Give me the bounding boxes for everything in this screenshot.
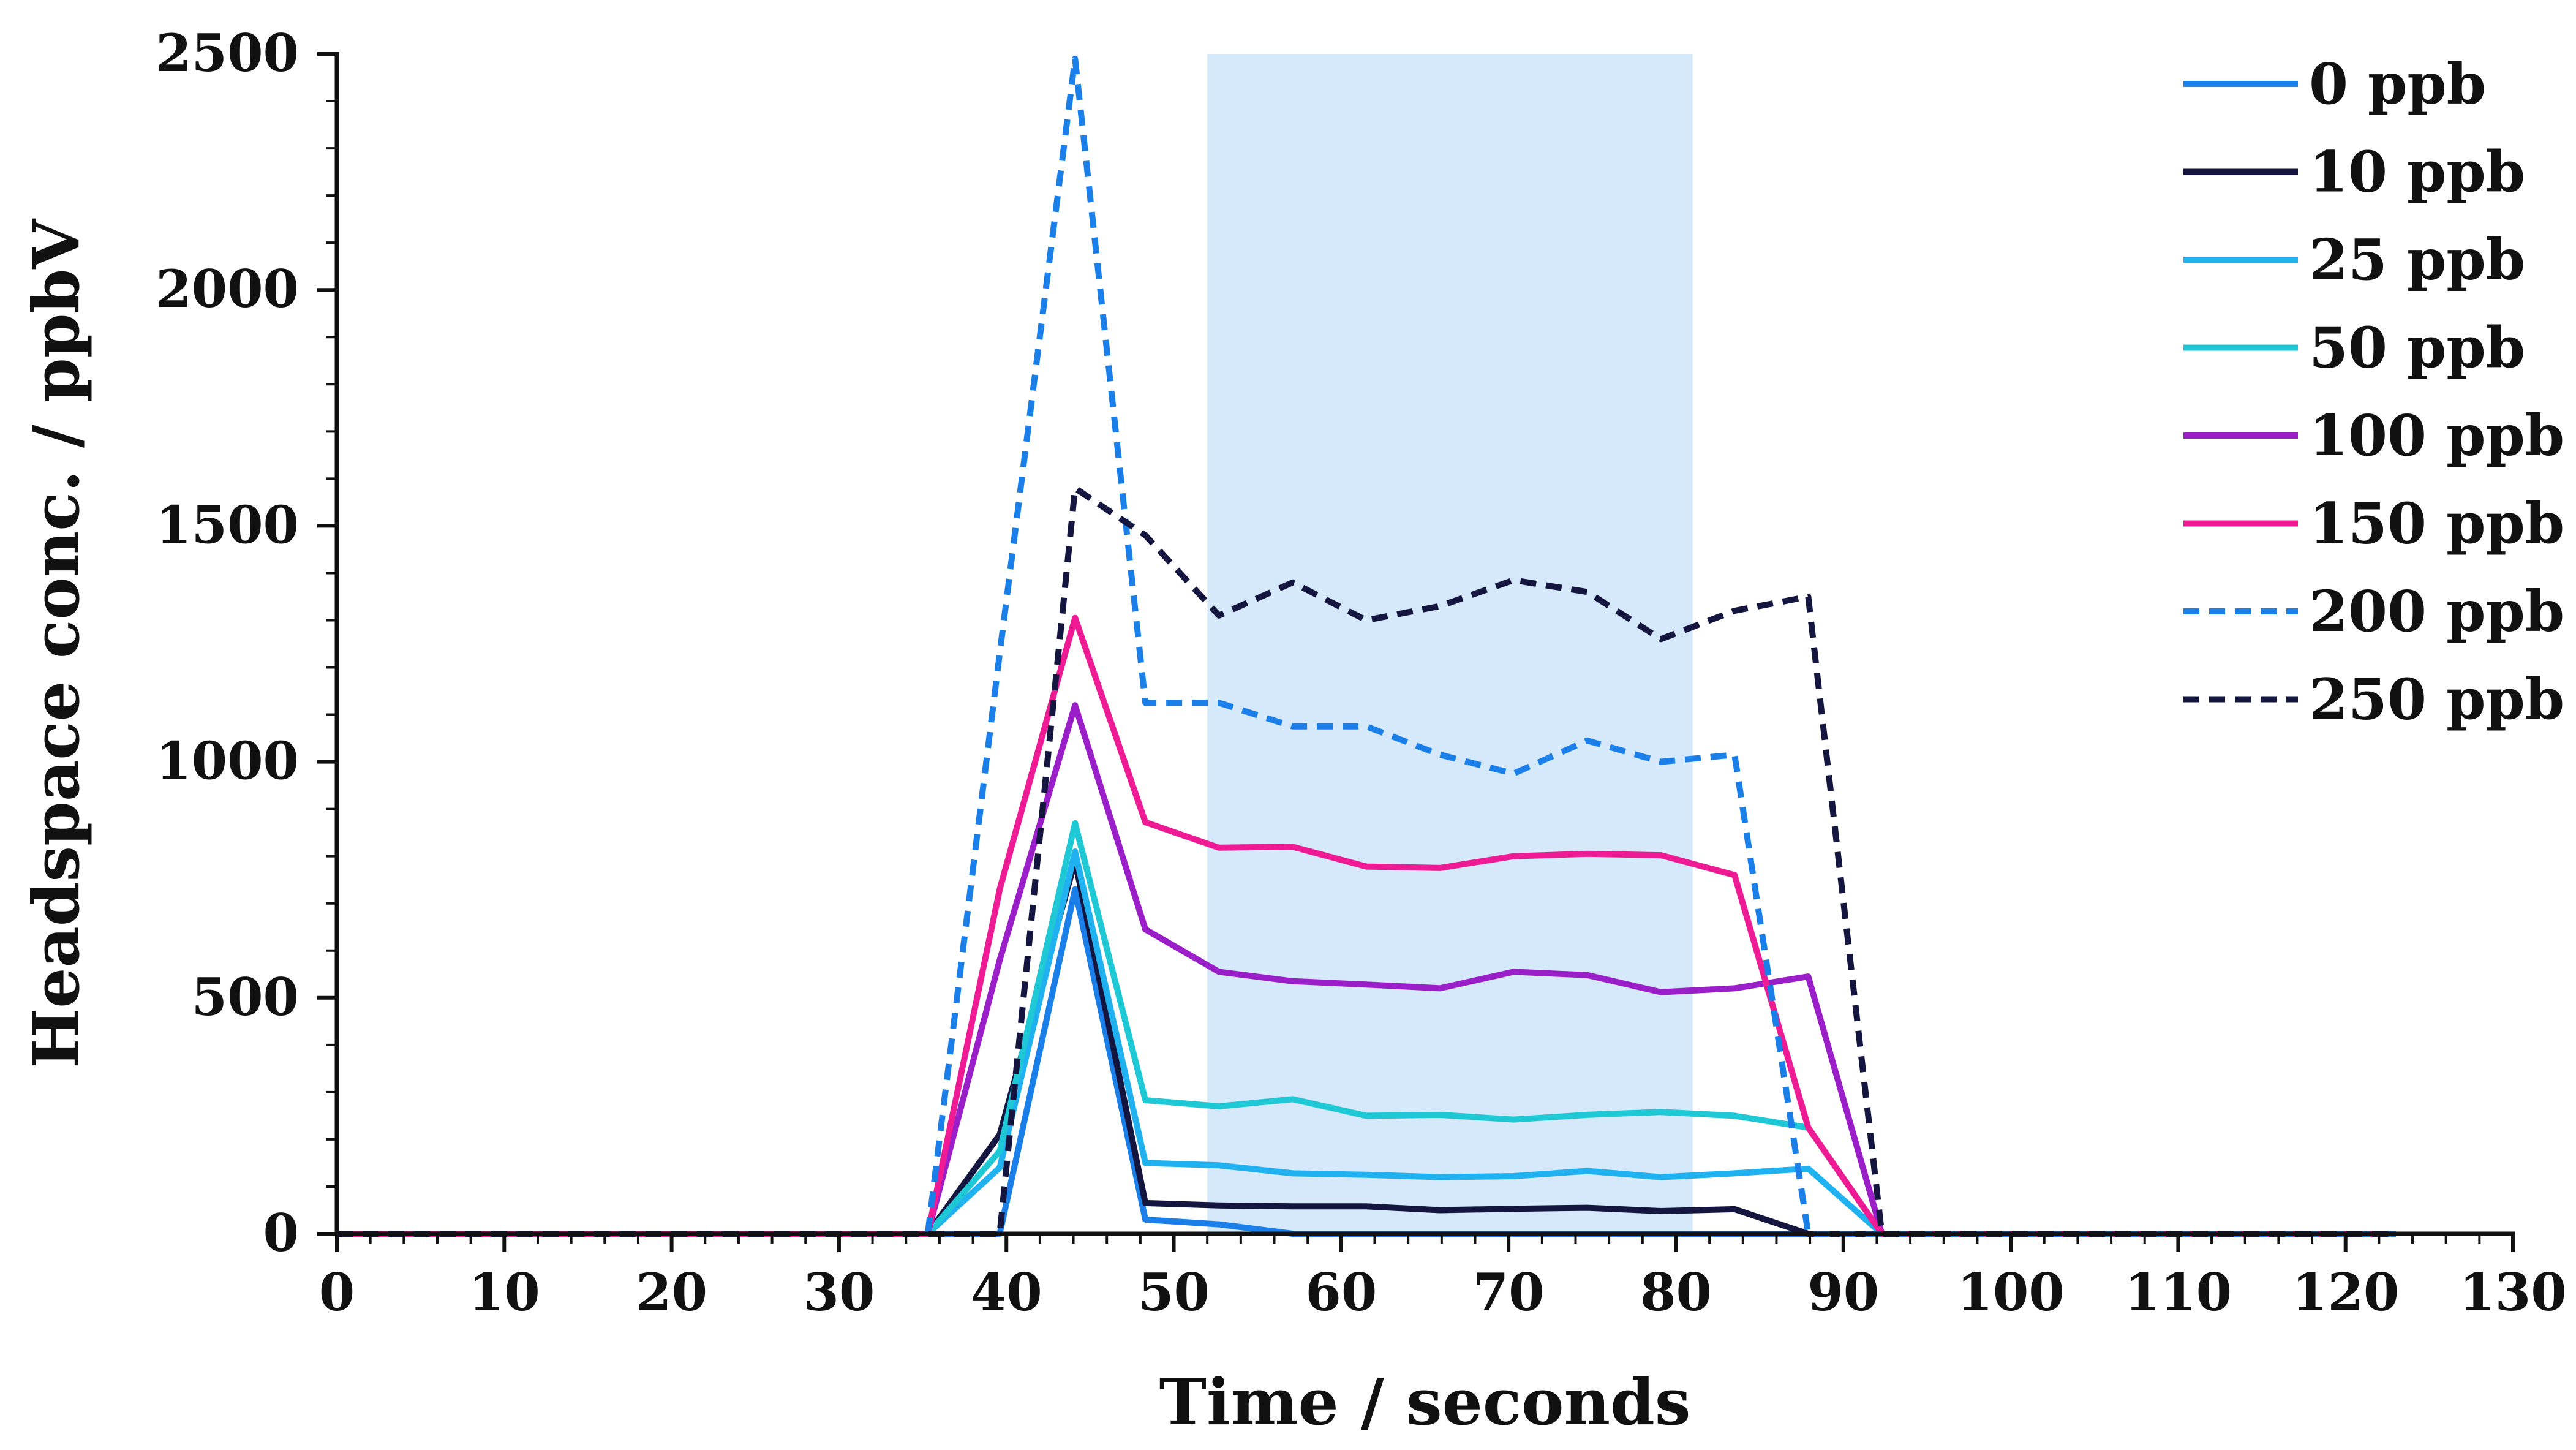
legend-item: 0 ppb xyxy=(2183,51,2486,117)
legend-item: 10 ppb xyxy=(2183,139,2525,205)
legend-item: 150 ppb xyxy=(2183,491,2564,557)
legend-item: 100 ppb xyxy=(2183,402,2564,469)
y-axis-title: Headspace conc. / ppbV xyxy=(18,218,94,1068)
shaded-region xyxy=(1207,54,1693,1234)
legend-label: 150 ppb xyxy=(2309,491,2564,557)
x-tick-label: 10 xyxy=(469,1262,540,1323)
x-tick-label: 100 xyxy=(1957,1262,2064,1323)
legend-label: 100 ppb xyxy=(2309,402,2564,469)
y-tick-label: 1000 xyxy=(156,731,299,791)
x-tick-label: 90 xyxy=(1807,1262,1879,1323)
legend-item: 200 ppb xyxy=(2183,578,2564,644)
y-tick-label: 500 xyxy=(192,967,299,1027)
legend-label: 200 ppb xyxy=(2309,578,2564,644)
x-tick-label: 40 xyxy=(971,1262,1042,1323)
legend-label: 25 ppb xyxy=(2309,227,2525,293)
x-tick-label: 80 xyxy=(1640,1262,1712,1323)
legend-item: 250 ppb xyxy=(2183,666,2564,733)
x-tick-label: 70 xyxy=(1473,1262,1545,1323)
x-tick-label: 50 xyxy=(1138,1262,1210,1323)
legend: 0 ppb 10 ppb 25 ppb 50 ppb 100 ppb 150 ppb 200… xyxy=(2183,51,2564,733)
x-tick-label: 60 xyxy=(1305,1262,1377,1323)
legend-label: 50 ppb xyxy=(2309,315,2525,381)
x-ticks: 0 10 20 30 40 50 60 70 80 90 100 110 120 130 xyxy=(319,1234,2567,1323)
y-tick-label: 0 xyxy=(263,1203,299,1263)
x-tick-label: 30 xyxy=(803,1262,875,1323)
legend-label: 10 ppb xyxy=(2309,139,2525,205)
x-tick-label: 110 xyxy=(2125,1262,2232,1323)
x-tick-label: 120 xyxy=(2292,1262,2399,1323)
x-tick-label: 20 xyxy=(636,1262,707,1323)
legend-label: 250 ppb xyxy=(2309,666,2564,733)
legend-label: 0 ppb xyxy=(2309,51,2486,117)
y-tick-label: 2000 xyxy=(156,259,299,319)
legend-item: 50 ppb xyxy=(2183,315,2525,381)
legend-item: 25 ppb xyxy=(2183,227,2525,293)
x-tick-label: 130 xyxy=(2459,1262,2566,1323)
x-axis-title: Time / seconds xyxy=(1159,1364,1691,1440)
y-ticks: 0 500 1000 1500 2000 2500 xyxy=(156,23,337,1263)
y-tick-label: 2500 xyxy=(156,23,299,83)
y-tick-label: 1500 xyxy=(156,494,299,555)
x-tick-label: 0 xyxy=(319,1262,355,1323)
